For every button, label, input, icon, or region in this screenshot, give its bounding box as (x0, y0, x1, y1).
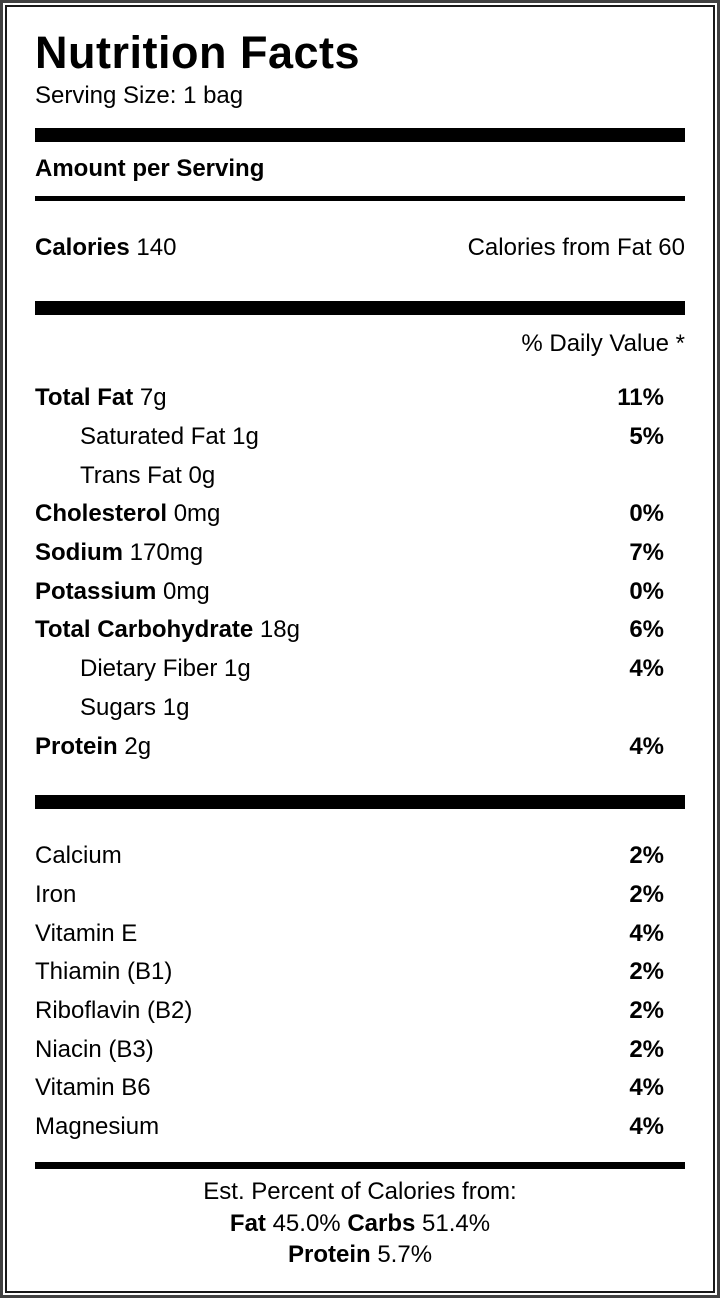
micronutrient-percent: 4% (629, 1074, 664, 1102)
footer-carbs-value: 51.4% (422, 1209, 491, 1237)
separator-bar-thick (35, 301, 685, 315)
nutrient-table: Total Fat 7g 11% Saturated Fat 1g 5% Tra… (35, 379, 685, 766)
footer-carbs-label: Carbs (347, 1209, 416, 1237)
micronutrient-percent: 4% (629, 1113, 664, 1141)
footer-protein-value: 5.7% (377, 1241, 433, 1269)
nutrient-label: Sodium (35, 539, 123, 567)
calories-row: Calories 140 Calories from Fat 60 (35, 233, 685, 263)
table-row: Magnesium 4% (35, 1108, 685, 1147)
nutrient-label: Potassium (35, 577, 157, 605)
nutrient-percent: 4% (629, 732, 664, 760)
footer-line1: Est. Percent of Calories from: (203, 1178, 517, 1206)
table-row: Niacin (B3) 2% (35, 1030, 685, 1069)
nutrient-label: Total Fat (35, 384, 134, 412)
nutrient-amount: 2g (124, 732, 152, 760)
table-row: Thiamin (B1) 2% (35, 953, 685, 992)
nutrient-percent: 4% (629, 655, 664, 683)
nutrient-amount: 1g (224, 655, 251, 683)
table-row: Vitamin E 4% (35, 914, 685, 953)
nutrient-percent: 7% (629, 539, 664, 567)
nutrient-amount: 0mg (173, 500, 221, 528)
calories-number: 140 (136, 234, 177, 261)
micronutrient-percent: 2% (629, 880, 664, 908)
nutrient-percent: 0% (629, 500, 664, 528)
nutrient-amount: 18g (259, 616, 300, 644)
nutrient-amount: 7g (139, 384, 167, 412)
micronutrient-percent: 2% (629, 996, 664, 1024)
table-row: Sugars 1g (35, 689, 685, 728)
nutrient-label: Total Carbohydrate (35, 616, 254, 644)
footer-fat-label: Fat (229, 1209, 266, 1237)
serving-size: Serving Size: 1 bag (35, 82, 244, 109)
table-row: Dietary Fiber 1g 4% (35, 650, 685, 689)
micronutrient-label: Niacin (B3) (35, 1035, 154, 1063)
table-row: Calcium 2% (35, 837, 685, 876)
daily-value-header: % Daily Value * (521, 330, 685, 357)
micronutrient-label: Riboflavin (B2) (35, 996, 193, 1024)
nutrient-amount: 0g (188, 461, 216, 489)
footer-fat-value: 45.0% (272, 1209, 341, 1237)
micronutrient-percent: 2% (629, 958, 664, 986)
micronutrient-percent: 2% (629, 842, 664, 870)
table-row: Trans Fat 0g (35, 456, 685, 495)
amount-per-serving-heading: Amount per Serving (35, 155, 265, 182)
nutrient-percent: 0% (629, 577, 664, 605)
table-row: Total Carbohydrate 18g 6% (35, 611, 685, 650)
micronutrient-label: Iron (35, 880, 77, 908)
calories-label: Calories (35, 234, 130, 261)
table-row: Saturated Fat 1g 5% (35, 418, 685, 457)
nutrient-label: Dietary Fiber (80, 655, 218, 683)
label-title: Nutrition Facts (35, 27, 361, 78)
nutrient-percent: 11% (617, 384, 664, 412)
nutrient-label: Sugars (80, 693, 157, 721)
nutrient-amount: 1g (232, 423, 259, 451)
calories-from-fat: Calories from Fat 60 (467, 234, 685, 261)
separator-bar-thick (35, 128, 685, 142)
micronutrient-label: Vitamin E (35, 919, 138, 947)
nutrient-percent: 6% (629, 616, 664, 644)
micronutrient-percent: 4% (629, 919, 664, 947)
nutrient-percent: 5% (629, 423, 664, 451)
footer-line2: Fat 45.0% Carbs 51.4% (35, 1208, 685, 1240)
footer-line3: Protein 5.7% (35, 1239, 685, 1271)
micronutrient-percent: 2% (629, 1035, 664, 1063)
table-row: Total Fat 7g 11% (35, 379, 685, 418)
table-row: Sodium 170mg 7% (35, 534, 685, 573)
nutrient-label: Trans Fat (80, 461, 182, 489)
separator-bar-thin (35, 196, 685, 201)
micronutrient-table: Calcium 2% Iron 2% Vitamin E 4% Thiamin … (35, 837, 685, 1147)
nutrient-label: Protein (35, 732, 118, 760)
nutrient-amount: 1g (162, 693, 190, 721)
micronutrient-label: Calcium (35, 842, 122, 870)
footer-protein-label: Protein (287, 1241, 371, 1269)
table-row: Vitamin B6 4% (35, 1069, 685, 1108)
nutrient-label: Cholesterol (35, 500, 168, 528)
nutrition-label: Nutrition Facts Serving Size: 1 bag Amou… (5, 5, 715, 1293)
table-row: Cholesterol 0mg 0% (35, 495, 685, 534)
calorie-breakdown-footer: Est. Percent of Calories from: Fat 45.0%… (35, 1176, 685, 1271)
micronutrient-label: Vitamin B6 (35, 1074, 151, 1102)
micronutrient-label: Thiamin (B1) (35, 958, 173, 986)
table-row: Potassium 0mg 0% (35, 572, 685, 611)
table-row: Protein 2g 4% (35, 727, 685, 766)
separator-bar-medium (35, 1162, 685, 1170)
nutrient-amount: 0mg (163, 577, 210, 605)
table-row: Iron 2% (35, 876, 685, 915)
table-row: Riboflavin (B2) 2% (35, 992, 685, 1031)
separator-bar-thick (35, 794, 685, 809)
micronutrient-label: Magnesium (35, 1113, 160, 1141)
calories-value: Calories 140 (35, 233, 176, 263)
nutrient-amount: 170mg (129, 539, 204, 567)
nutrient-label: Saturated Fat (80, 423, 226, 451)
